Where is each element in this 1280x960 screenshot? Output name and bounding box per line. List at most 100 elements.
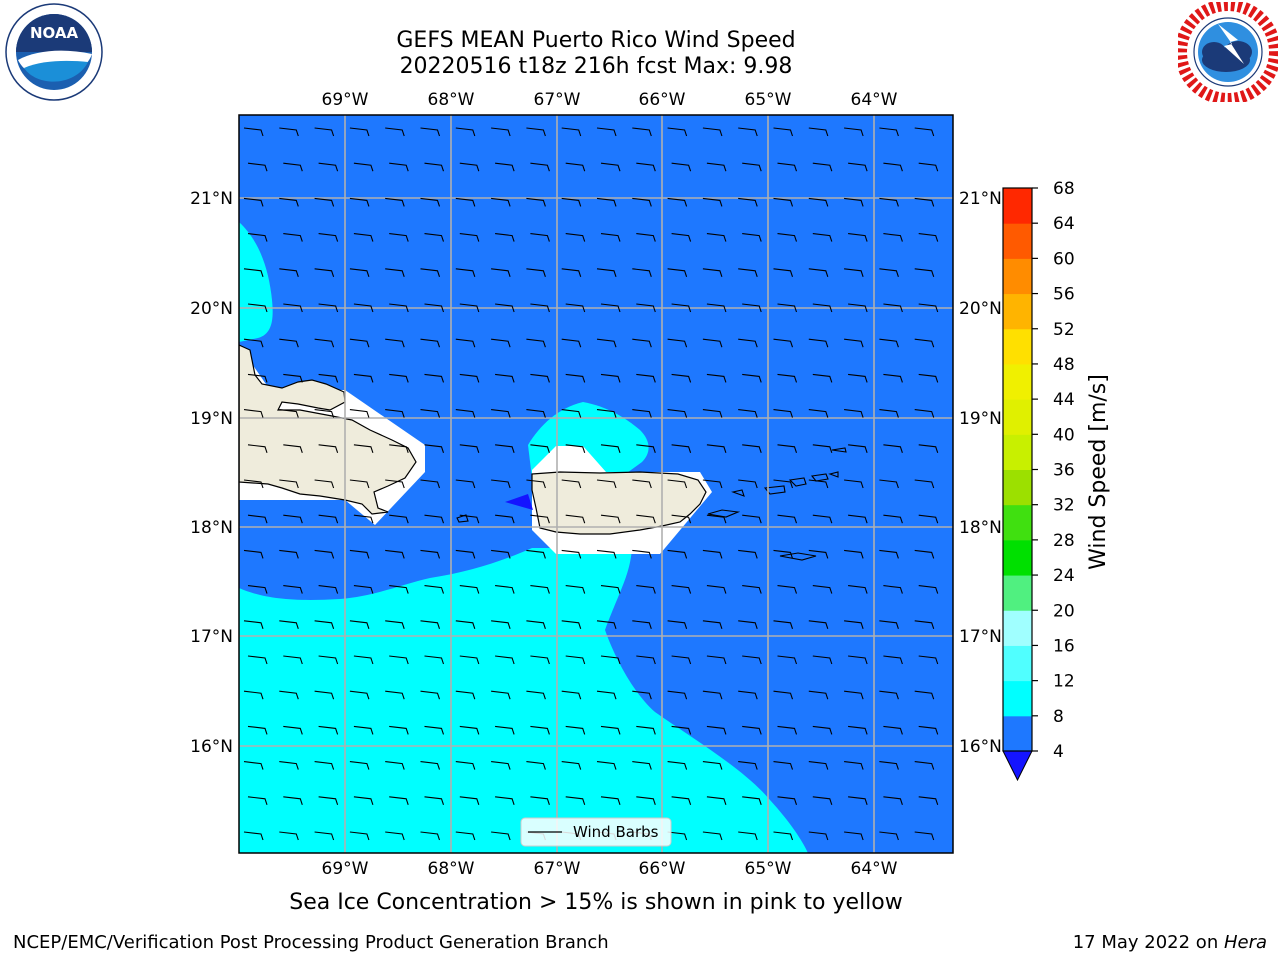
wind-barb xyxy=(279,690,299,700)
wind-barb xyxy=(455,409,476,418)
colorbar-segment xyxy=(1003,399,1032,435)
wind-barb xyxy=(738,409,758,418)
wind-barb xyxy=(561,338,582,348)
wind-barb xyxy=(459,373,480,383)
wind-barb xyxy=(314,268,335,277)
wind-barb xyxy=(671,514,692,524)
wind-barb xyxy=(526,338,546,348)
lon-tick-top: 65°W xyxy=(745,90,792,110)
wind-barb xyxy=(420,761,441,770)
colorbar-segment xyxy=(1003,223,1032,259)
wind-barb xyxy=(914,479,935,489)
wind-barb xyxy=(279,127,299,137)
wind-barb xyxy=(385,127,405,137)
wind-barb xyxy=(389,233,409,242)
wind-barb xyxy=(530,725,550,735)
wind-barb xyxy=(706,655,727,665)
wind-barb xyxy=(702,197,723,207)
lat-tick-right: 21°N xyxy=(959,189,1002,209)
wind-barb xyxy=(491,690,511,700)
wind-barb xyxy=(561,761,582,770)
wind-barb xyxy=(530,303,550,313)
wind-barb xyxy=(349,620,370,629)
wind-barb xyxy=(879,549,899,559)
wind-barb xyxy=(773,620,794,629)
wind-barb xyxy=(883,796,903,805)
wind-barb xyxy=(247,373,268,383)
wind-barb xyxy=(385,409,405,418)
wind-barb xyxy=(349,831,370,841)
wind-barb xyxy=(632,127,652,137)
wind-barb xyxy=(565,585,586,594)
wind-barb xyxy=(353,373,374,383)
wind-barb xyxy=(879,268,899,277)
wind-barb xyxy=(279,479,299,489)
wind-barb xyxy=(596,479,617,489)
wind-barb xyxy=(883,373,903,383)
lon-tick-top: 66°W xyxy=(639,90,686,110)
wind-barb xyxy=(279,409,299,418)
wind-barb xyxy=(844,479,864,489)
lat-tick-left: 16°N xyxy=(190,737,233,757)
wind-barb xyxy=(914,549,935,559)
wind-barb xyxy=(279,197,299,207)
wind-barb xyxy=(491,831,511,841)
wind-barb xyxy=(526,620,546,629)
noaa-logo: NOAA xyxy=(5,3,103,101)
wind-below-4-ms-patch xyxy=(505,494,533,510)
colorbar-tick-label: 64 xyxy=(1053,214,1075,234)
lat-tick-left: 18°N xyxy=(190,518,233,538)
lon-tick-top: 67°W xyxy=(534,90,581,110)
wind-barb xyxy=(243,338,264,348)
wind-barb xyxy=(738,479,758,489)
lon-tick-top: 69°W xyxy=(322,90,369,110)
wind-barb xyxy=(671,233,692,242)
wind-barb xyxy=(455,479,476,489)
wind-barb xyxy=(424,514,445,524)
wind-barb xyxy=(455,197,476,207)
wind-barb xyxy=(420,197,441,207)
colorbar-segment xyxy=(1003,434,1032,470)
wind-barb xyxy=(389,655,409,665)
wind-barb xyxy=(526,479,546,489)
wind-barb xyxy=(883,162,903,172)
colorbar-segment xyxy=(1003,539,1032,576)
wind-barb xyxy=(812,796,833,805)
lon-tick-bottom: 68°W xyxy=(428,859,475,879)
wind-barb xyxy=(526,549,546,559)
wind-barb xyxy=(879,127,899,137)
wind-barb xyxy=(808,268,829,277)
wind-barb xyxy=(706,796,727,805)
wind-barb xyxy=(318,725,339,735)
wind-barb xyxy=(773,831,794,841)
wind-barb xyxy=(596,338,617,348)
wind-barb xyxy=(530,585,550,594)
wind-barb xyxy=(632,479,652,489)
wind-barb xyxy=(918,655,939,665)
wind-barb xyxy=(632,409,652,418)
wind-barb xyxy=(738,761,758,770)
wind-barb xyxy=(243,409,264,418)
wind-barb xyxy=(738,690,758,700)
wind-barb xyxy=(702,831,723,841)
wind-barb xyxy=(349,409,370,418)
wind-barb xyxy=(702,268,723,277)
wind-barb xyxy=(459,514,480,524)
wind-barb xyxy=(561,268,582,277)
wind-barb xyxy=(844,549,864,559)
wind-barb xyxy=(808,127,829,137)
wind-barb xyxy=(495,444,515,453)
wind-barb xyxy=(848,655,868,665)
wind-barb xyxy=(667,690,688,700)
wind-barb xyxy=(349,338,370,348)
wind-barb xyxy=(455,338,476,348)
wind-barb xyxy=(349,479,370,489)
wind-barb xyxy=(385,620,405,629)
wind-barb xyxy=(455,690,476,700)
wind-barb xyxy=(247,725,268,735)
wind-barb xyxy=(879,409,899,418)
wind-barb xyxy=(385,831,405,841)
wind-barb xyxy=(530,373,550,383)
wind-barb xyxy=(671,303,692,313)
wind-barb xyxy=(918,162,939,172)
